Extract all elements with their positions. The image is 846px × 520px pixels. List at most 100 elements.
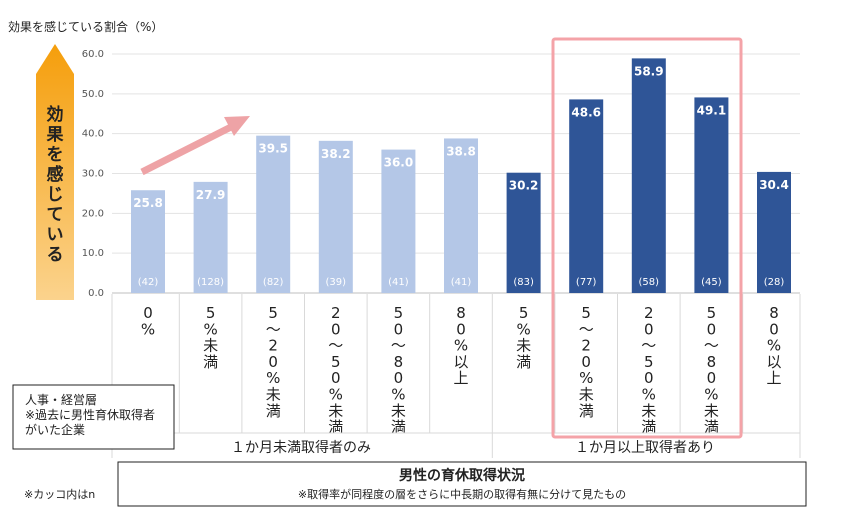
bar-n-label: (128) [197, 277, 224, 288]
y-tick-label: 10.0 [82, 248, 104, 259]
side-arrow-char: じ [47, 185, 64, 205]
bar [631, 58, 666, 293]
category-char: 0 [707, 369, 717, 387]
bar [694, 97, 729, 293]
category-char: 2 [331, 304, 341, 322]
side-arrow-char: を [47, 145, 64, 165]
category-char: ～ [391, 337, 406, 355]
category-char: 0 [769, 320, 779, 338]
category-char: 5 [394, 304, 404, 322]
category-char: % [704, 386, 718, 404]
xaxis-title: 男性の育休取得状況 [399, 467, 525, 484]
category-char: 8 [394, 353, 404, 371]
category-char: 0 [707, 320, 717, 338]
category-char: 0 [394, 369, 404, 387]
bar [569, 99, 604, 293]
bar-value-label: 30.2 [509, 179, 539, 193]
category-char: % [329, 386, 343, 404]
category-char: 2 [644, 304, 654, 322]
category-char: 5 [519, 304, 529, 322]
category-char: 満 [579, 402, 594, 420]
bar [506, 172, 541, 293]
category-char: 0 [644, 320, 654, 338]
category-char: % [266, 369, 280, 387]
bar-n-label: (58) [639, 277, 660, 288]
category-char: 満 [704, 418, 719, 436]
trend-arrow [140, 116, 250, 176]
bar-n-label: (42) [138, 277, 159, 288]
y-tick-label: 60.0 [82, 49, 104, 60]
subject-box-line: 人事・経営層 [25, 393, 97, 407]
trend-arrow-head [224, 116, 250, 136]
category-char: % [141, 320, 155, 338]
bar [256, 135, 291, 293]
bar-n-label: (82) [263, 277, 284, 288]
category-char: 満 [391, 418, 406, 436]
category-char: % [642, 386, 656, 404]
category-char: 未 [704, 402, 719, 420]
footnote: ※カッコ内はn [24, 487, 95, 501]
subject-box-line: がいた企業 [25, 422, 85, 437]
side-arrow-char: 効 [47, 104, 64, 125]
category-char: % [516, 320, 530, 338]
category-char: 2 [581, 337, 591, 355]
y-tick-label: 40.0 [82, 129, 104, 140]
bar-n-label: (83) [513, 277, 534, 288]
y-tick-label: 0.0 [88, 288, 104, 299]
category-char: 0 [456, 320, 466, 338]
category-char: 未 [641, 402, 656, 420]
category-char: 満 [266, 402, 281, 420]
category-char: 2 [268, 337, 278, 355]
bar-value-label: 49.1 [697, 103, 727, 117]
bar-value-label: 38.2 [321, 147, 351, 161]
side-arrow [36, 44, 74, 300]
bar-value-label: 27.9 [196, 188, 226, 202]
category-char: 0 [331, 369, 341, 387]
trend-arrow-shaft [140, 123, 233, 176]
category-char: 0 [331, 320, 341, 338]
category-char: 8 [456, 304, 466, 322]
side-arrow-char: い [47, 225, 64, 245]
bar [318, 140, 353, 293]
category-char: 0 [268, 353, 278, 371]
category-char: % [391, 386, 405, 404]
bar [757, 171, 791, 293]
bar-n-label: (41) [451, 277, 472, 288]
category-char: ～ [579, 320, 594, 338]
category-char: 未 [203, 337, 218, 355]
category-char: 8 [707, 353, 717, 371]
y-tick-label: 50.0 [82, 89, 104, 100]
category-char: 未 [516, 337, 531, 355]
highlight-frame [551, 37, 743, 439]
category-char: 0 [143, 304, 153, 322]
bar-value-label: 30.4 [759, 178, 789, 192]
category-char: 5 [268, 304, 278, 322]
category-char: 満 [641, 418, 656, 436]
category-char: 上 [453, 369, 468, 387]
category-char: 0 [581, 353, 591, 371]
category-char: 満 [516, 353, 531, 371]
bar [193, 181, 228, 293]
category-char: 満 [328, 418, 343, 436]
category-char: 5 [206, 304, 216, 322]
side-arrow-char: て [47, 205, 64, 225]
category-char: 5 [707, 304, 717, 322]
category-char: 以 [453, 353, 468, 371]
side-arrow-char: 感 [47, 164, 64, 185]
bar-value-label: 38.8 [446, 144, 476, 158]
category-char: 0 [644, 369, 654, 387]
category-char: 8 [769, 304, 779, 322]
bar-n-label: (41) [388, 277, 409, 288]
y-tick-label: 20.0 [82, 208, 104, 219]
subject-box [12, 384, 175, 450]
category-char: 未 [579, 386, 594, 404]
bar [381, 149, 416, 293]
category-char: ～ [704, 337, 719, 355]
bar-value-label: 39.5 [258, 142, 288, 156]
subject-box-line: ※過去に男性育休取得者 [25, 407, 155, 422]
bar [131, 190, 165, 293]
category-char: 以 [766, 353, 781, 371]
category-char: 5 [644, 353, 654, 371]
category-char: 未 [328, 402, 343, 420]
